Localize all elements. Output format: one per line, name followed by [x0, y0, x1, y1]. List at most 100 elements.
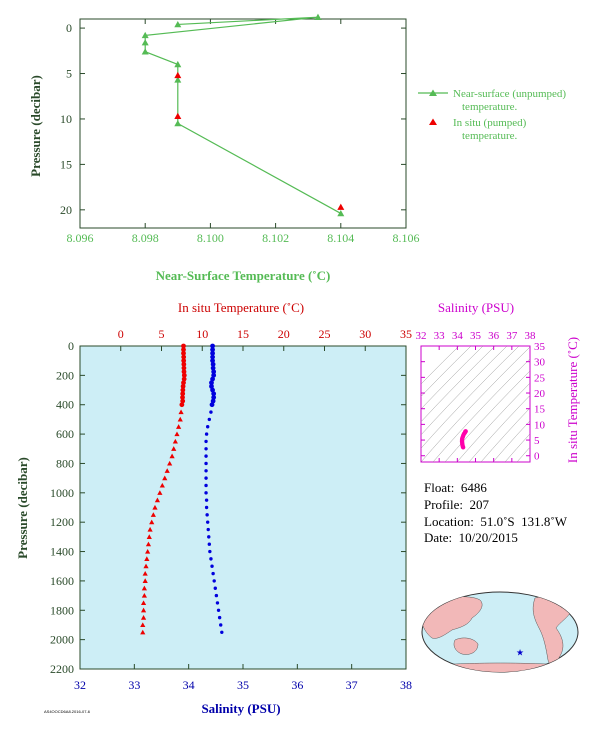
density-contour: [421, 346, 496, 423]
profile-number: Profile: 207: [424, 497, 489, 512]
salinity-point: [217, 615, 222, 620]
pressure-tick-label: 0: [68, 339, 74, 353]
top-legend: Near-surface (unpumped) temperature. In …: [418, 88, 566, 142]
temperature-point: [172, 438, 178, 444]
temperature-point: [181, 372, 187, 378]
pressure-tick-label: 600: [56, 427, 74, 441]
density-contour: [421, 346, 484, 410]
temperature-point: [145, 548, 151, 554]
salinity-point: [204, 461, 208, 466]
top-x-tick-label: 8.098: [132, 231, 159, 245]
pressure-tick-label: 2200: [50, 662, 74, 676]
pressure-tick-label: 1000: [50, 486, 74, 500]
ts-density-contours: [421, 346, 530, 462]
unpumped-temperature-point: [314, 13, 322, 20]
salinity-point: [205, 425, 210, 429]
top-x-tick-label: 8.102: [262, 231, 289, 245]
ts-y-tick-label: 35: [534, 341, 546, 353]
salinity-point: [210, 387, 215, 393]
temperature-point: [181, 369, 187, 375]
ts-y-tick-label: 30: [534, 357, 546, 369]
salinity-point: [212, 579, 216, 583]
temperature-salinity-profile-chart: 0 5 10 15 20 25 30 35 32 33 34 35 36 37 38 0 200 400 600 80…: [15, 300, 412, 716]
top-y-axis-label: Pressure (decibar): [28, 75, 43, 177]
temperature-point: [142, 578, 148, 583]
temperature-point: [171, 446, 177, 451]
salinity-point: [209, 410, 213, 414]
temperature-point: [146, 534, 152, 539]
temperature-point: [180, 391, 186, 397]
salinity-tick-label: 37: [346, 678, 358, 692]
temperature-tick-label: 10: [196, 327, 208, 341]
ts-axis-ticks: 32 33 34 35 36 37 38 0 5 10 15 20 25 30 35: [416, 330, 546, 463]
salinity-point: [211, 571, 215, 576]
salinity-point: [204, 498, 209, 502]
temperature-point: [181, 350, 186, 356]
salinity-point: [204, 454, 208, 458]
salinity-point: [210, 347, 215, 353]
top-plot-series: [141, 13, 345, 217]
top-x-tick-label: 8.104: [327, 231, 354, 245]
salinity-point: [210, 358, 215, 364]
pumped-temperature-point: [174, 112, 182, 120]
ts-y-tick-label: 20: [534, 388, 546, 400]
ts-y-tick-label: 25: [534, 372, 546, 384]
density-contour: [516, 446, 530, 462]
salinity-point: [206, 527, 210, 532]
salinity-point: [207, 542, 212, 546]
salinity-tick-label: 38: [400, 678, 412, 692]
salinity-tick-label: 32: [74, 678, 86, 692]
pressure-tick-label: 1800: [50, 603, 74, 617]
temperature-point: [181, 376, 187, 382]
temperature-point: [159, 482, 165, 488]
pressure-tick-label: 200: [56, 368, 74, 382]
temperature-tick-label: 5: [159, 327, 165, 341]
salinity-point: [209, 383, 214, 389]
temperature-tick-label: 35: [400, 327, 412, 341]
salinity-point: [213, 586, 217, 590]
ts-y-axis-label: In situ Temperature (˚C): [565, 337, 580, 463]
salinity-point: [210, 350, 215, 356]
footer-code: AS4OOCD6A8.2016-07-6: [44, 709, 91, 714]
pumped-temperature-point: [174, 71, 182, 79]
temperature-point: [140, 607, 147, 613]
ts-point: [463, 429, 468, 434]
pressure-tick-label: 1400: [50, 545, 74, 559]
legend-red-triangle-icon: [429, 118, 437, 125]
unpumped-temperature-point: [141, 48, 149, 55]
unpumped-temperature-point: [337, 209, 345, 217]
temperature-point: [149, 519, 155, 525]
ts-x-tick-label: 33: [434, 330, 446, 342]
pressure-tick-label: 800: [56, 456, 74, 470]
ts-x-tick-label: 38: [525, 330, 537, 342]
temperature-tick-label: 25: [319, 327, 331, 341]
salinity-point: [207, 535, 211, 539]
ts-y-tick-label: 0: [534, 451, 540, 463]
salinity-point: [208, 549, 212, 554]
temperature-point: [178, 409, 184, 415]
salinity-point: [214, 593, 219, 598]
ts-x-tick-label: 37: [506, 330, 518, 342]
float-location: Location: 51.0˚S 131.8˚W: [424, 514, 567, 529]
temperature-point: [144, 556, 150, 561]
australia-landmass: [453, 637, 479, 655]
ts-series: [459, 429, 468, 450]
top-axis-ticks: 8.096 8.098 8.100 8.102 8.104 8.106 0 5 10 15 20: [60, 19, 420, 245]
temperature-point: [142, 570, 148, 576]
temperature-point: [180, 387, 186, 393]
temperature-point: [157, 490, 163, 495]
salinity-point: [219, 623, 223, 627]
temperature-point: [181, 347, 186, 353]
salinity-point: [209, 402, 215, 408]
legend-unpumped-label-line1: Near-surface (unpumped): [453, 88, 566, 100]
temperature-point: [180, 383, 186, 389]
ts-diagram: 32 33 34 35 36 37 38 0 5 10 15 20 25 30 35 Salinity (P…: [416, 300, 581, 463]
salinity-point: [207, 417, 212, 422]
profile-series: [140, 343, 224, 635]
salinity-point: [204, 469, 208, 473]
temperature-point: [162, 475, 168, 481]
salinity-tick-label: 34: [183, 678, 195, 692]
top-x-tick-label: 8.106: [393, 231, 420, 245]
density-contour: [432, 358, 530, 462]
temperature-point: [140, 629, 146, 635]
